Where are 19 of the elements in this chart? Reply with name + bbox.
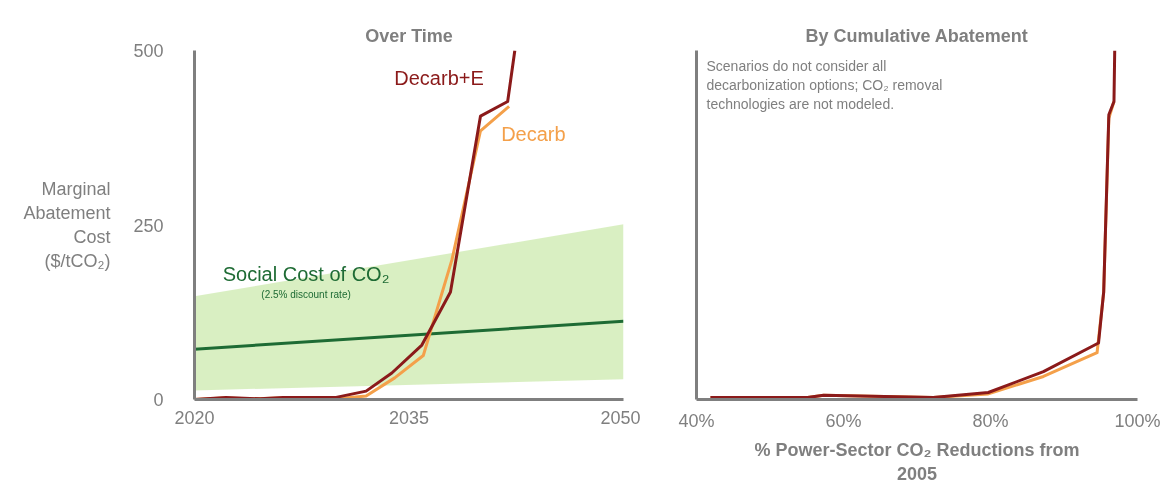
chart-title: Over Time (365, 25, 453, 46)
y-tick-label: 0 (153, 390, 164, 410)
x-tick-label: 40% (678, 410, 715, 431)
x-tick-label: 2050 (600, 407, 641, 428)
y-tick-label: 500 (133, 41, 164, 61)
y-axis-title: Marginal Abatement Cost ($/tCO₂) (23, 179, 111, 271)
y-tick-label: 250 (133, 215, 164, 236)
x-tick-label: 2035 (388, 407, 430, 428)
series-label: Decarb (501, 122, 566, 145)
x-tick-label: 100% (1114, 410, 1161, 431)
text: Social Cost of CO₂ (222, 262, 390, 285)
annotation: Scenarios do not consider all decarbonization options; CO₂ removal technologies are not modeled. (706, 57, 943, 112)
x-axis-title: % Power-Sector CO₂ Reductions from 2005 (754, 439, 1080, 484)
series-label: Decarb+E (394, 66, 484, 89)
x-tick-label: 80% (972, 410, 1009, 431)
x-tick-label: 2020 (174, 407, 215, 428)
chart-title: By Cumulative Abatement (805, 25, 1028, 46)
x-tick-label: 60% (825, 410, 862, 431)
annotation: (2.5% discount rate) (261, 289, 351, 300)
